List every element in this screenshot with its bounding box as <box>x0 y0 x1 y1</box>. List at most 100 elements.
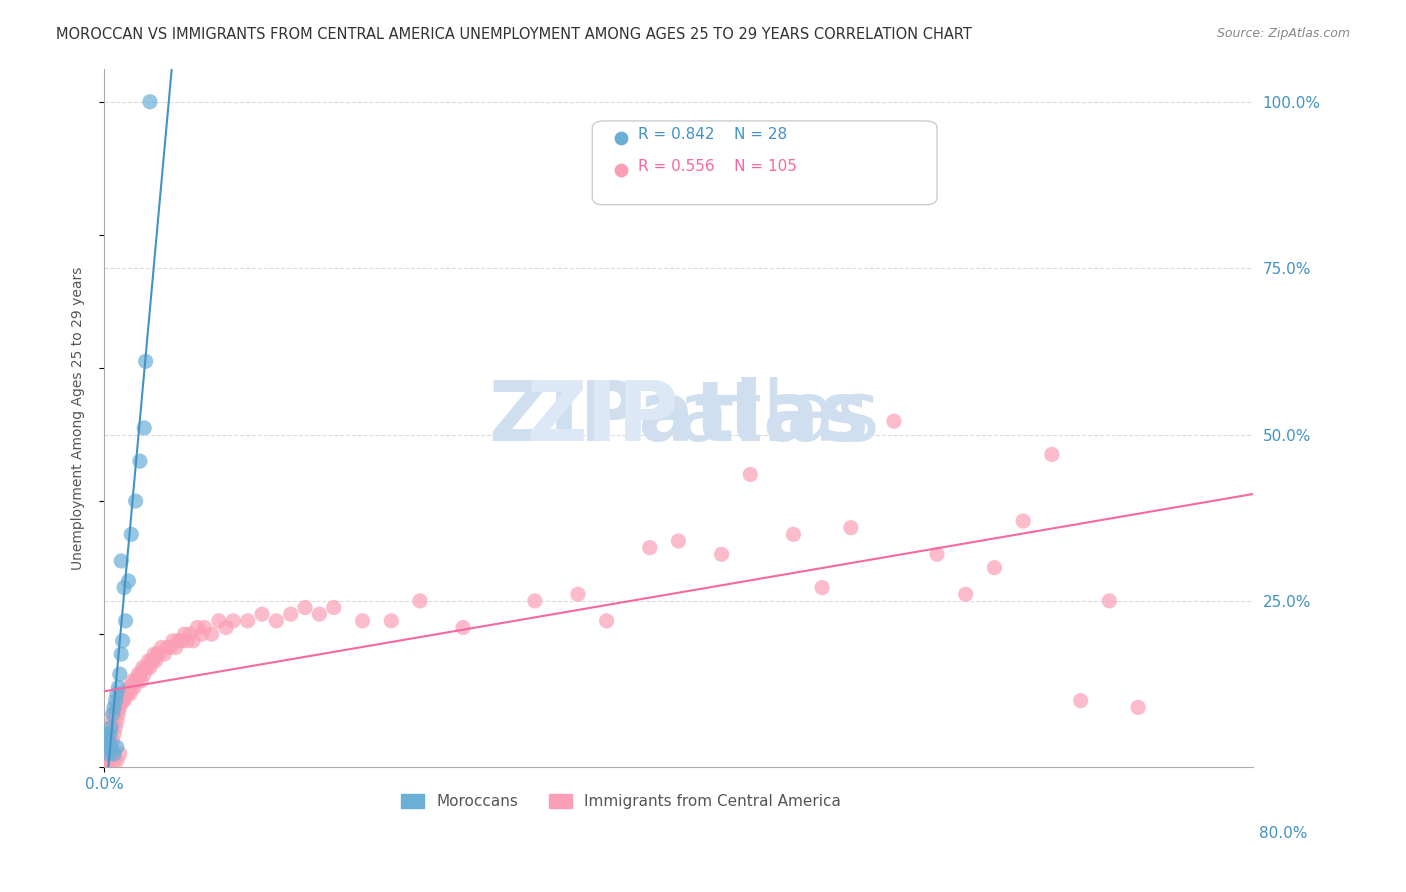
Point <box>103 700 125 714</box>
Point <box>740 191 762 205</box>
Point <box>710 547 733 561</box>
Point <box>1012 514 1035 528</box>
Point <box>104 706 127 721</box>
Point <box>107 706 129 721</box>
Point <box>94 747 117 761</box>
Text: ZIPatlas: ZIPatlas <box>488 377 869 458</box>
Point <box>94 740 117 755</box>
Point <box>236 614 259 628</box>
Point <box>138 654 160 668</box>
Point <box>308 607 330 622</box>
Point <box>148 647 170 661</box>
Point <box>122 681 145 695</box>
Point <box>98 727 121 741</box>
Point <box>811 581 834 595</box>
Point <box>101 714 124 728</box>
Point <box>668 533 690 548</box>
Point <box>97 733 120 747</box>
Point <box>105 740 128 755</box>
Point <box>208 614 231 628</box>
Point <box>97 754 120 768</box>
Point <box>96 760 118 774</box>
Point <box>96 733 118 747</box>
Text: ZIP: ZIP <box>526 377 679 458</box>
Point <box>567 587 589 601</box>
Point <box>173 627 195 641</box>
Point <box>451 620 474 634</box>
Point <box>103 754 125 768</box>
Point <box>839 521 862 535</box>
Point <box>104 694 127 708</box>
Point <box>139 95 162 109</box>
Point <box>111 687 134 701</box>
Point <box>141 654 163 668</box>
Point <box>409 594 432 608</box>
Point <box>128 454 150 468</box>
Point <box>250 607 273 622</box>
Point <box>740 161 762 176</box>
Point <box>201 627 224 641</box>
Point <box>98 727 121 741</box>
Point <box>595 614 617 628</box>
Point <box>118 687 141 701</box>
Point <box>103 747 125 761</box>
Point <box>134 421 156 435</box>
Point <box>96 740 118 755</box>
Point <box>124 673 146 688</box>
Point <box>121 673 143 688</box>
Point <box>111 633 134 648</box>
Point <box>215 620 238 634</box>
Point <box>105 754 128 768</box>
Point <box>380 614 402 628</box>
Point <box>179 627 201 641</box>
Point <box>193 620 215 634</box>
Point <box>105 687 128 701</box>
Point <box>100 720 122 734</box>
Y-axis label: Unemployment Among Ages 25 to 29 years: Unemployment Among Ages 25 to 29 years <box>72 266 86 570</box>
Point <box>97 747 120 761</box>
Point <box>103 727 125 741</box>
Point <box>93 754 115 768</box>
Point <box>162 633 184 648</box>
Point <box>120 527 142 541</box>
Point <box>1070 694 1092 708</box>
Point <box>115 687 138 701</box>
Text: R = 0.842    N = 28: R = 0.842 N = 28 <box>638 128 787 143</box>
Point <box>103 706 125 721</box>
Point <box>110 647 132 661</box>
Point <box>100 720 122 734</box>
Point <box>1126 700 1149 714</box>
Point <box>294 600 316 615</box>
Point <box>266 614 288 628</box>
Point <box>93 727 115 741</box>
Point <box>638 541 661 555</box>
Point <box>135 660 157 674</box>
Point <box>146 647 169 661</box>
Point <box>101 706 124 721</box>
Point <box>740 467 762 482</box>
Point <box>925 547 948 561</box>
Point <box>170 633 193 648</box>
Point <box>114 614 136 628</box>
Text: R = 0.556    N = 105: R = 0.556 N = 105 <box>638 159 797 174</box>
Point <box>167 633 190 648</box>
Point <box>97 733 120 747</box>
Point <box>105 714 128 728</box>
Point <box>165 640 187 655</box>
Point <box>222 614 245 628</box>
Point <box>100 747 122 761</box>
Point <box>132 660 155 674</box>
Point <box>120 681 142 695</box>
Point <box>125 673 148 688</box>
Text: MOROCCAN VS IMMIGRANTS FROM CENTRAL AMERICA UNEMPLOYMENT AMONG AGES 25 TO 29 YEA: MOROCCAN VS IMMIGRANTS FROM CENTRAL AMER… <box>56 27 972 42</box>
Point <box>98 740 121 755</box>
Point <box>117 681 139 695</box>
Point <box>883 414 905 428</box>
Point <box>94 754 117 768</box>
Point <box>128 667 150 681</box>
Point <box>150 640 173 655</box>
Point <box>107 681 129 695</box>
Point <box>1040 448 1063 462</box>
Point <box>107 700 129 714</box>
Point <box>108 747 131 761</box>
